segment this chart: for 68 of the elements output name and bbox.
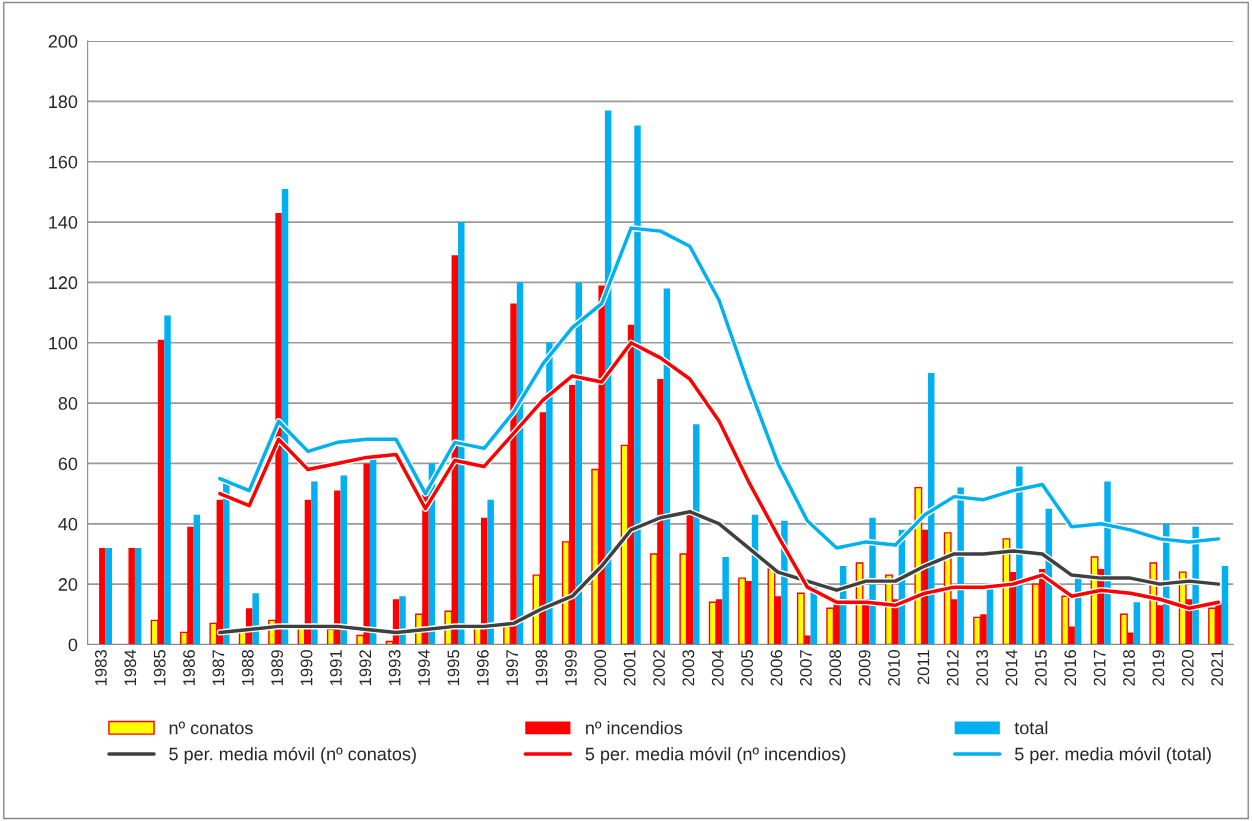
bar [134, 547, 142, 645]
y-tick-label: 200 [48, 34, 78, 48]
bar [128, 547, 135, 645]
x-tick-label: 2020 [1181, 649, 1194, 686]
x-tick-label: 1984 [124, 649, 137, 686]
x-tick-label: 2015 [1034, 650, 1047, 686]
y-tick-label: 20 [58, 578, 78, 591]
y-tick-label: 60 [58, 457, 78, 471]
x-tick-label: 1994 [418, 649, 430, 686]
x-tick-label: 1987 [212, 650, 225, 686]
bar [164, 315, 171, 645]
legend-label: 5 per. media móvil (total) [1014, 746, 1211, 764]
x-tick-label: 2014 [1005, 649, 1018, 686]
y-tick-label: 0 [68, 638, 78, 652]
y-tick-label: 180 [49, 95, 78, 109]
x-tick-label: 1997 [506, 650, 519, 686]
legend-label: 5 per. media móvil (nº incendios) [585, 746, 846, 764]
x-tick-label: 1985 [153, 650, 166, 686]
bar [193, 514, 201, 645]
x-tick-label: 2016 [1064, 650, 1077, 686]
x-tick-label: 2007 [799, 650, 812, 686]
x-tick-label: 2018 [1123, 650, 1135, 686]
bar [1133, 602, 1141, 645]
x-tick-label: 1990 [300, 649, 313, 686]
x-tick-label: 2009 [858, 650, 871, 686]
legend-label: nº conatos [169, 721, 253, 735]
x-tick-label: 1998 [535, 650, 548, 686]
x-tick-label: 1991 [329, 650, 342, 686]
x-tick-label: 2002 [653, 650, 665, 686]
y-tick-label: 120 [49, 276, 78, 290]
y-tick-label: 100 [49, 336, 78, 350]
bar [1221, 566, 1229, 645]
x-tick-label: 2011 [917, 650, 930, 685]
legend-label: nº incendios [586, 721, 683, 735]
legend-label: total [1014, 721, 1048, 735]
x-tick-label: 2008 [829, 650, 842, 686]
bar [311, 481, 318, 645]
x-tick-label: 2001 [623, 650, 636, 686]
x-tick-label: 2017 [1093, 650, 1106, 686]
x-tick-label: 2005 [741, 650, 754, 686]
x-tick-label: 2004 [711, 649, 724, 686]
x-tick-label: 2006 [770, 650, 783, 686]
x-tick-label: 1989 [271, 650, 284, 686]
x-tick-label: 1988 [241, 650, 254, 686]
x-tick-label: 1983 [95, 650, 107, 686]
x-tick-label: 2012 [946, 650, 959, 686]
x-tick-label: 1993 [388, 650, 401, 686]
bar [693, 424, 700, 645]
legend-label: 5 per. media móvil (nº conatos) [169, 746, 416, 764]
x-tick-label: 2010 [888, 649, 900, 686]
x-tick-label: 1996 [476, 650, 489, 686]
x-tick-label: 1999 [564, 650, 577, 686]
bar [487, 499, 494, 645]
x-tick-label: 2003 [682, 650, 695, 686]
bar [99, 547, 106, 645]
y-tick-label: 40 [58, 517, 78, 531]
y-tick-label: 140 [49, 216, 78, 229]
bar [722, 556, 729, 645]
bar [105, 547, 113, 645]
x-tick-label: 1995 [447, 650, 460, 686]
x-tick-label: 2013 [976, 650, 989, 686]
x-tick-label: 2000 [594, 649, 607, 686]
x-tick-label: 1992 [359, 650, 372, 686]
x-tick-label: 2021 [1211, 650, 1224, 686]
y-tick-label: 80 [58, 397, 78, 410]
x-tick-label: 2019 [1152, 650, 1165, 686]
x-tick-label: 1986 [183, 650, 195, 686]
y-tick-label: 160 [49, 155, 78, 169]
